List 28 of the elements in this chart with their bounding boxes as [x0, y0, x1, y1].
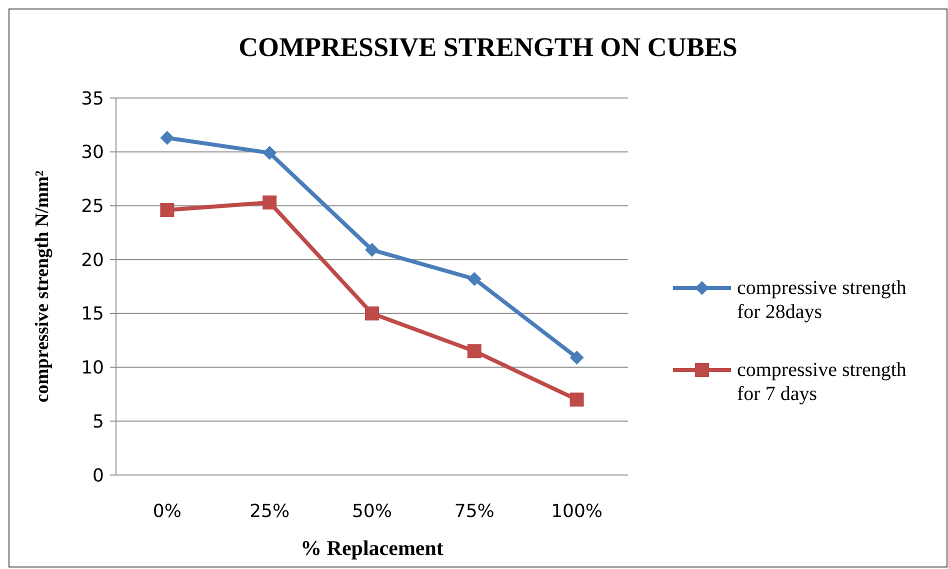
x-tick-label: 100% — [551, 501, 603, 522]
point — [570, 392, 584, 407]
y-axis-title: compressive strength N/mm² — [32, 170, 53, 402]
y-tick-label: 25 — [81, 196, 104, 218]
x-tick-label: 0% — [152, 501, 182, 522]
y-tick-label: 30 — [81, 142, 104, 164]
x-tick-label: 75% — [454, 501, 494, 522]
point — [262, 195, 277, 210]
y-tick-label: 20 — [81, 250, 104, 271]
x-tick-label: 25% — [250, 501, 290, 522]
point — [570, 350, 584, 365]
y-tick-label: 10 — [81, 358, 104, 379]
y-tick-label: 0 — [92, 465, 104, 486]
point — [262, 146, 277, 160]
legend-label: compressive strength for 28days — [737, 277, 906, 323]
chart-title: COMPRESSIVE STRENGTH ON CUBES — [238, 32, 738, 62]
point — [365, 242, 379, 257]
point — [467, 272, 482, 286]
y-tick-label: 15 — [81, 304, 104, 325]
point — [467, 344, 482, 358]
x-tick-label: 50% — [352, 501, 392, 522]
point — [160, 203, 174, 218]
point — [365, 306, 379, 320]
point — [160, 130, 174, 145]
legend-label: compressive strength for 7 days — [737, 359, 906, 405]
y-tick-label: 5 — [92, 411, 104, 432]
y-tick-label: 35 — [81, 88, 104, 110]
x-axis-title: % Replacement — [300, 536, 444, 560]
